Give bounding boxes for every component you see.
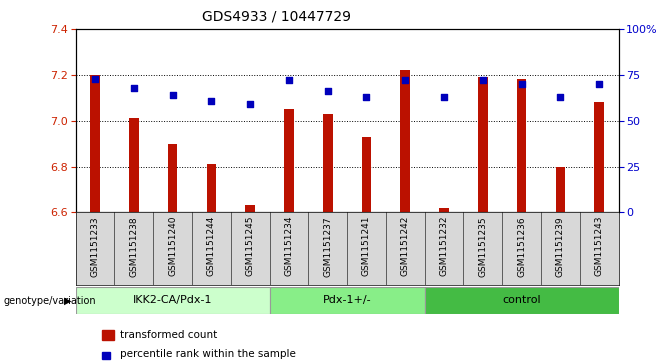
Bar <box>270 287 424 314</box>
Bar <box>594 102 604 212</box>
Text: GSM1151241: GSM1151241 <box>362 216 371 277</box>
Text: GSM1151232: GSM1151232 <box>440 216 449 277</box>
Text: control: control <box>502 295 541 305</box>
Text: GSM1151233: GSM1151233 <box>91 216 99 277</box>
Point <box>361 94 372 100</box>
Text: GSM1151243: GSM1151243 <box>595 216 603 277</box>
Point <box>89 76 100 81</box>
Text: Pdx-1+/-: Pdx-1+/- <box>323 295 371 305</box>
Point <box>400 77 411 83</box>
Bar <box>424 287 619 314</box>
Text: GSM1151237: GSM1151237 <box>323 216 332 277</box>
Text: percentile rank within the sample: percentile rank within the sample <box>120 349 296 359</box>
Text: GSM1151239: GSM1151239 <box>556 216 565 277</box>
Text: GSM1151235: GSM1151235 <box>478 216 488 277</box>
Point <box>245 101 255 107</box>
Bar <box>478 77 488 212</box>
Point <box>128 85 139 91</box>
Text: GDS4933 / 10447729: GDS4933 / 10447729 <box>202 9 351 23</box>
Point <box>555 94 566 100</box>
Bar <box>284 109 293 212</box>
Text: GSM1151236: GSM1151236 <box>517 216 526 277</box>
Point <box>439 94 449 100</box>
Point <box>322 89 333 94</box>
Point <box>478 77 488 83</box>
Text: ▶: ▶ <box>64 295 71 306</box>
Text: GSM1151234: GSM1151234 <box>284 216 293 277</box>
Text: GSM1151242: GSM1151242 <box>401 216 410 276</box>
Text: GSM1151240: GSM1151240 <box>168 216 177 277</box>
Bar <box>517 79 526 212</box>
Text: genotype/variation: genotype/variation <box>3 295 96 306</box>
Bar <box>76 287 270 314</box>
Point <box>284 77 294 83</box>
Text: GSM1151238: GSM1151238 <box>130 216 138 277</box>
Bar <box>129 118 139 212</box>
Bar <box>245 205 255 212</box>
Text: GSM1151244: GSM1151244 <box>207 216 216 276</box>
Bar <box>555 167 565 212</box>
Bar <box>90 75 100 212</box>
Text: IKK2-CA/Pdx-1: IKK2-CA/Pdx-1 <box>133 295 213 305</box>
Point <box>206 98 216 103</box>
Bar <box>323 114 332 212</box>
Point <box>167 92 178 98</box>
Bar <box>207 164 216 212</box>
Bar <box>168 144 178 212</box>
Text: GSM1151245: GSM1151245 <box>245 216 255 277</box>
Bar <box>362 137 371 212</box>
Point <box>517 81 527 87</box>
Text: transformed count: transformed count <box>120 330 218 340</box>
Bar <box>439 208 449 212</box>
Point <box>594 81 605 87</box>
Bar <box>401 70 410 212</box>
